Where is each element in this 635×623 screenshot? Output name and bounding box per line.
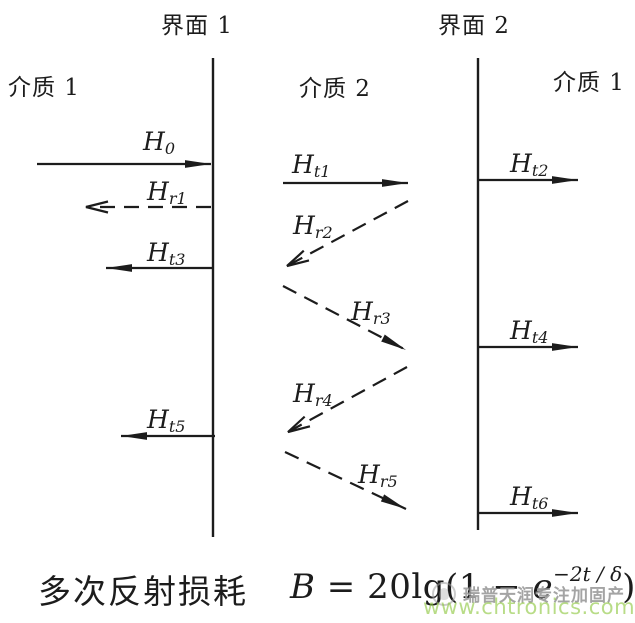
label-Hr2: Hr2 (293, 211, 333, 242)
medium1-right-label: 介质 1 (553, 70, 625, 96)
label-Hr3: Hr3 (351, 297, 391, 328)
medium1-left-label: 介质 1 (8, 75, 80, 101)
formula-part: = 20lg(1 − (315, 567, 533, 607)
interface1-label: 界面 1 (161, 13, 233, 39)
label-Ht6: Ht6 (510, 482, 549, 513)
watermark-company-text: 瑞普天润专注加固产 (463, 586, 625, 606)
label-Ht4: Ht4 (510, 316, 549, 347)
formula-part: ) (622, 567, 635, 607)
label-Hr5: Hr5 (358, 460, 398, 491)
label-Ht2: Ht2 (510, 149, 549, 180)
interface2-label: 界面 2 (438, 13, 510, 39)
formula-reflection-loss: B = 20lg(1 − e−2t / δ) (290, 563, 635, 606)
watermark-logo-icon (432, 582, 456, 606)
label-Ht1: Ht1 (292, 150, 331, 181)
watermark-url-text: www.chtronics.com (423, 595, 635, 619)
label-Hr1: Hr1 (147, 177, 187, 208)
caption-multiple-reflection-loss: 多次反射损耗 (38, 572, 248, 611)
label-Hr4: Hr4 (293, 379, 333, 410)
formula-part: e (532, 567, 554, 607)
medium2-label: 介质 2 (299, 76, 371, 102)
label-Ht5: Ht5 (147, 405, 186, 436)
label-H0: H0 (143, 127, 175, 158)
formula-part: −2t / δ (553, 562, 623, 586)
formula-part: B (290, 567, 316, 607)
label-Ht3: Ht3 (147, 238, 186, 269)
